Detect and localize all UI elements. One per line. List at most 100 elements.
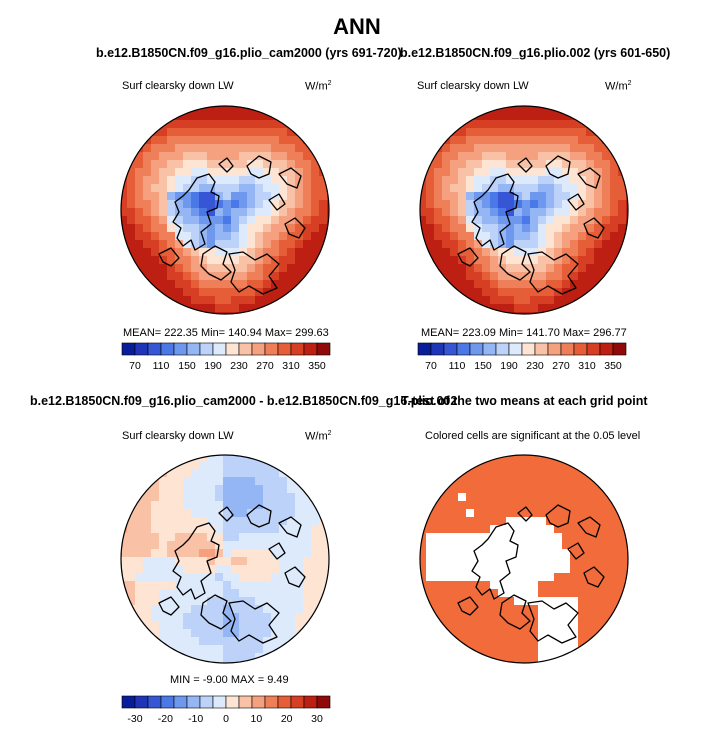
panel-1-grid-cell <box>319 152 328 161</box>
panel-2-grid-cell <box>506 208 515 217</box>
panel-4-grid-cell <box>530 477 539 486</box>
panel-1-grid-cell <box>175 224 184 233</box>
panel-4-grid-cell <box>538 501 547 510</box>
panel-1-grid-cell <box>143 272 152 281</box>
panel-1-grid-cell <box>135 152 144 161</box>
panel-2-grid-cell <box>450 136 459 145</box>
panel-1-grid-cell <box>239 192 248 201</box>
panel-4-grid-cell <box>626 533 628 542</box>
panel-1-grid-cell <box>263 296 272 305</box>
panel-1-grid-cell <box>247 200 256 209</box>
panel-3-grid-cell <box>263 541 272 550</box>
panel-3-grid-cell <box>199 589 208 598</box>
panel-2-grid-cell <box>602 216 611 225</box>
panel-1-grid-cell <box>295 152 304 161</box>
panel-1-colorbar-label: 110 <box>153 360 170 372</box>
panel-4-grid-cell <box>554 565 563 574</box>
panel-1-grid-cell <box>183 152 192 161</box>
panel-2-colorbar: 70 110 150 190 230 270 310 350 <box>417 342 627 372</box>
panel-1-grid-cell <box>279 272 288 281</box>
panel-1-coastlines <box>158 155 306 295</box>
panel-1-grid-cell <box>255 312 264 314</box>
panel-3-grid-cell <box>231 525 240 534</box>
panel-1-grid-cell <box>231 248 240 257</box>
panel-3-grid-cell <box>279 477 288 486</box>
panel-1-grid-cell <box>327 136 329 145</box>
panel-2-grid-cell <box>546 208 555 217</box>
panel-2-grid-cell <box>594 168 603 177</box>
panel-3-grid-cell <box>263 485 272 494</box>
panel-4-grid-cell <box>610 509 619 518</box>
panel-2-grid-cell <box>538 176 547 185</box>
panel-3-grid-cell <box>199 501 208 510</box>
panel-2-grid-cell <box>546 184 555 193</box>
panel-4-grid-cell <box>554 645 563 654</box>
panel-4-grid-cell <box>426 477 435 486</box>
panel-1-grid-cell <box>271 216 280 225</box>
panel-3-grid-cell <box>263 613 272 622</box>
panel-1-grid-cell <box>239 136 248 145</box>
panel-2-grid-cell <box>546 304 555 313</box>
panel-1-grid-cell <box>263 160 272 169</box>
panel-4-grid-cell <box>578 605 587 614</box>
panel-4-grid-cell <box>450 509 459 518</box>
panel-2-grid-cell <box>434 160 443 169</box>
panel-1-grid-cell <box>279 216 288 225</box>
panel-4-grid-cell <box>546 605 555 614</box>
panel-3-grid-cell <box>121 485 128 494</box>
panel-3-grid-cell <box>143 517 152 526</box>
panel-2-grid-cell <box>594 240 603 249</box>
panel-1-grid-cell <box>287 224 296 233</box>
panel-2-grid-cell <box>420 280 427 289</box>
panel-1-grid-cell <box>159 296 168 305</box>
panel-3-grid-cell <box>319 645 328 654</box>
panel-4-grid-cell <box>450 573 459 582</box>
panel-1-grid-cell <box>199 112 208 121</box>
panel-2-grid-cell <box>562 106 571 113</box>
panel-4-grid-cell <box>626 525 628 534</box>
panel-2-grid-cell <box>420 160 427 169</box>
panel-2-grid-cell <box>514 248 523 257</box>
panel-3-grid-cell <box>143 605 152 614</box>
panel-3-grid-cell <box>121 517 128 526</box>
panel-1-grid-cell <box>215 120 224 129</box>
panel-2-grid-cell <box>538 208 547 217</box>
panel-3-grid-cell <box>207 581 216 590</box>
panel-3-grid-cell <box>231 469 240 478</box>
panel-1-grid-cell <box>159 264 168 273</box>
panel-3-grid-cell <box>295 549 304 558</box>
panel-1-grid-cell <box>183 312 192 314</box>
panel-4-grid-cell <box>546 653 555 662</box>
panel-2-grid-cell <box>602 184 611 193</box>
panel-4-grid-cell <box>434 533 443 542</box>
panel-1-grid-cell <box>223 296 232 305</box>
panel-1-grid-cell <box>167 144 176 153</box>
panel-1-colorbar-swatch <box>147 342 162 356</box>
panel-1-grid-cell <box>303 106 312 113</box>
panel-1-grid-cell <box>215 112 224 121</box>
panel-1-grid-cell <box>183 184 192 193</box>
panel-4-grid-cell <box>522 485 531 494</box>
panel-4-grid-cell <box>538 605 547 614</box>
panel-3-grid-cell <box>303 509 312 518</box>
panel-4-grid-cell <box>602 517 611 526</box>
panel-3-grid-cell <box>151 605 160 614</box>
panel-2-colorbar-swatch <box>560 342 575 356</box>
panel-4-grid-cell <box>514 645 523 654</box>
panel-4-grid-cell <box>594 455 603 462</box>
panel-2-grid-cell <box>482 256 491 265</box>
panel-1-grid-cell <box>143 152 152 161</box>
panel-1-grid-cell <box>121 264 128 273</box>
panel-2-variable: Surf clearsky down LW <box>417 80 529 92</box>
panel-3-grid-cell <box>207 485 216 494</box>
panel-2-grid-cell <box>522 136 531 145</box>
panel-1-grid-cell <box>159 272 168 281</box>
panel-4-grid-cell <box>530 557 539 566</box>
panel-1-grid-cell <box>121 288 128 297</box>
panel-4-grid-cell <box>442 493 451 502</box>
panel-3-grid-cell <box>127 589 136 598</box>
panel-4-grid-cell <box>594 613 603 622</box>
panel-2-grid-cell <box>442 200 451 209</box>
panel-4-grid-cell <box>626 557 628 566</box>
panel-3-grid-cell <box>151 461 160 470</box>
